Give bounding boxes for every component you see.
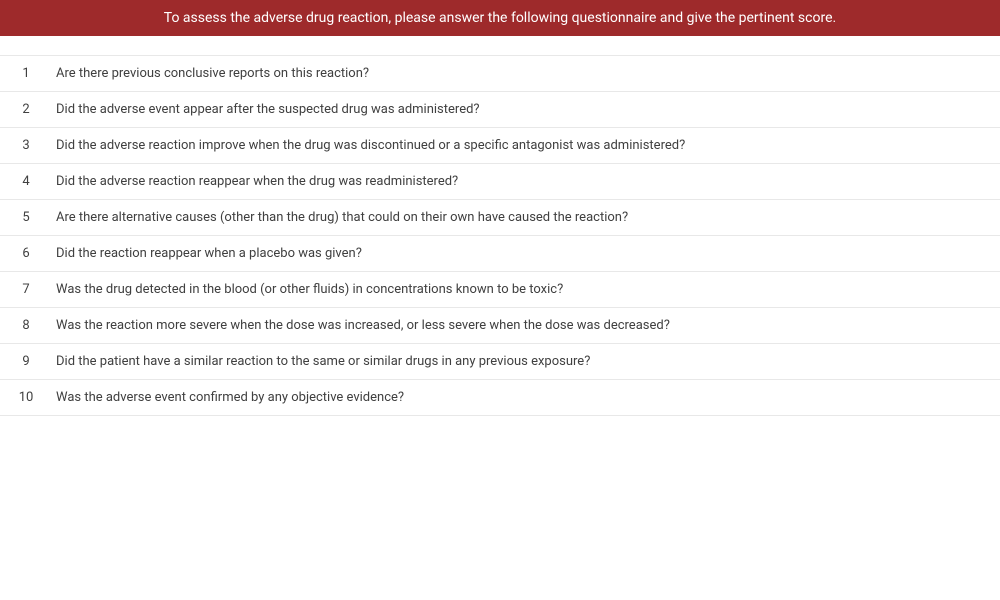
row-number: 2 [0,102,52,117]
row-question-text: Did the adverse event appear after the s… [52,102,480,117]
row-number: 5 [0,210,52,225]
table-row: 5 Are there alternative causes (other th… [0,199,1000,236]
table-row: 4 Did the adverse reaction reappear when… [0,163,1000,200]
table-row: 7 Was the drug detected in the blood (or… [0,271,1000,308]
row-question-text: Did the reaction reappear when a placebo… [52,246,362,261]
table-row: 6 Did the reaction reappear when a place… [0,235,1000,272]
row-question-text: Did the adverse reaction improve when th… [52,138,685,153]
row-question-text: Did the adverse reaction reappear when t… [52,174,458,189]
table-row: 1 Are there previous conclusive reports … [0,55,1000,92]
row-number: 7 [0,282,52,297]
header-spacer [0,36,1000,56]
row-question-text: Was the adverse event confirmed by any o… [52,390,404,405]
row-number: 10 [0,390,52,405]
table-row: 8 Was the reaction more severe when the … [0,307,1000,344]
row-number: 9 [0,354,52,369]
row-question-text: Are there alternative causes (other than… [52,210,628,225]
row-question-text: Are there previous conclusive reports on… [52,66,369,81]
questionnaire-table: 1 Are there previous conclusive reports … [0,55,1000,416]
table-row: 2 Did the adverse event appear after the… [0,91,1000,128]
row-number: 4 [0,174,52,189]
row-number: 1 [0,66,52,81]
row-question-text: Was the reaction more severe when the do… [52,318,670,333]
row-question-text: Was the drug detected in the blood (or o… [52,282,563,297]
table-row: 10 Was the adverse event confirmed by an… [0,379,1000,416]
table-row: 9 Did the patient have a similar reactio… [0,343,1000,380]
row-number: 3 [0,138,52,153]
header-title: To assess the adverse drug reaction, ple… [164,10,836,26]
table-row: 3 Did the adverse reaction improve when … [0,127,1000,164]
row-number: 6 [0,246,52,261]
header-banner: To assess the adverse drug reaction, ple… [0,0,1000,36]
row-question-text: Did the patient have a similar reaction … [52,354,590,369]
row-number: 8 [0,318,52,333]
